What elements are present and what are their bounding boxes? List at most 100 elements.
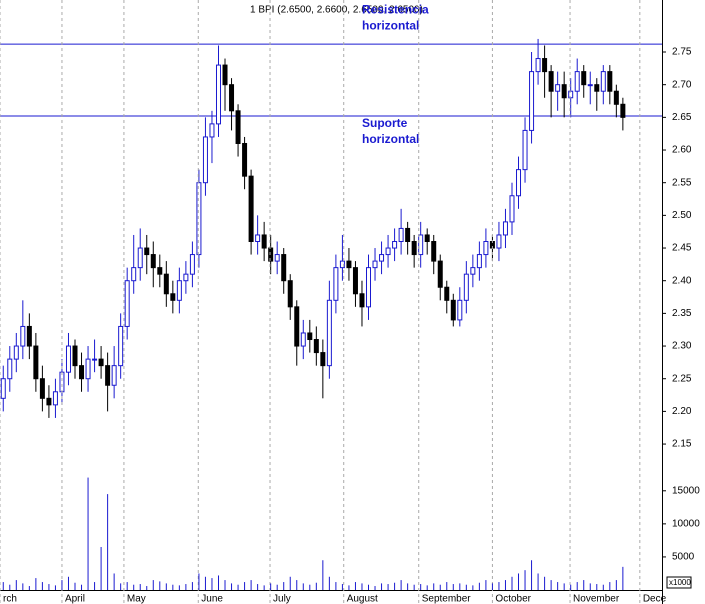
x-tick-label: August xyxy=(347,594,378,604)
x-tick-label: November xyxy=(573,594,620,604)
x-tick-label: May xyxy=(127,594,146,604)
candle-body xyxy=(20,325,26,347)
candle-body xyxy=(92,358,98,361)
candle-body xyxy=(300,332,306,347)
candle-body xyxy=(39,378,45,399)
candle-body xyxy=(170,293,176,301)
unit-box xyxy=(666,576,692,589)
candle-body xyxy=(470,267,476,275)
candle-body xyxy=(385,247,391,256)
candle-body xyxy=(463,273,469,301)
candle-body xyxy=(281,254,287,282)
candle-body xyxy=(509,195,515,223)
y-tick-label: 2.70 xyxy=(672,79,692,90)
candle-body xyxy=(176,280,182,301)
candle-body xyxy=(561,84,567,99)
x-tick-label: June xyxy=(201,594,223,604)
y-tick-label: 2.45 xyxy=(672,243,692,254)
candle-body xyxy=(574,71,580,92)
y-tick-label: 2.40 xyxy=(672,275,692,286)
candle-body xyxy=(555,84,561,92)
candle-body xyxy=(516,169,522,197)
candle-body xyxy=(235,110,241,144)
candle-body xyxy=(183,273,189,282)
candle-body xyxy=(339,260,345,269)
candle-body xyxy=(418,234,424,256)
x-tick-label: Dece xyxy=(643,594,667,604)
candle-body xyxy=(98,358,104,367)
y-tick-label: 2.55 xyxy=(672,177,692,188)
candle-body xyxy=(352,267,358,295)
y-tick-label: 15000 xyxy=(672,485,700,496)
candle-body xyxy=(346,260,352,269)
y-tick-label: 2.15 xyxy=(672,439,692,450)
candle-body xyxy=(542,58,548,73)
y-tick-label: 2.50 xyxy=(672,210,692,221)
annotation: horizontal xyxy=(362,132,419,146)
candle-body xyxy=(476,254,482,269)
candle-body xyxy=(457,299,463,321)
candle-body xyxy=(268,247,274,262)
chart-title: 1 BPI (2.6500, 2.6600, 2.6500, 2.6500) xyxy=(250,5,423,16)
candle-body xyxy=(261,234,267,249)
candle-body xyxy=(483,241,489,256)
y-tick-label: 5000 xyxy=(672,552,695,563)
candle-body xyxy=(568,90,574,99)
x-tick-label: October xyxy=(495,594,531,604)
candle-body xyxy=(242,142,248,177)
x-tick-label: April xyxy=(65,594,85,604)
y-tick-label: 2.65 xyxy=(672,112,692,123)
candle-body xyxy=(535,58,541,73)
candle-body xyxy=(72,345,78,367)
candle-body xyxy=(46,397,52,406)
candle-body xyxy=(65,345,71,373)
candle-body xyxy=(411,241,417,256)
y-tick-label: 2.30 xyxy=(672,341,692,352)
candle-body xyxy=(111,365,117,386)
candle-body xyxy=(150,254,156,269)
y-tick-label: 2.75 xyxy=(672,47,692,58)
candle-body xyxy=(405,227,411,243)
candle-body xyxy=(33,345,39,380)
candle-body xyxy=(372,260,378,269)
y-tick-label: 2.60 xyxy=(672,145,692,156)
candle-body xyxy=(215,64,221,125)
candle-body xyxy=(255,234,261,243)
annotation: Suporte xyxy=(362,116,408,130)
candle-body xyxy=(450,299,456,321)
y-tick-label: 2.20 xyxy=(672,406,692,417)
candle-body xyxy=(222,64,228,86)
candle-body xyxy=(333,267,339,301)
candle-body xyxy=(287,280,293,308)
candle-body xyxy=(124,280,130,327)
candle-body xyxy=(209,123,215,138)
candle-body xyxy=(502,221,508,236)
candle-body xyxy=(379,254,385,262)
candle-body xyxy=(157,267,163,275)
candle-body xyxy=(26,325,32,347)
x-tick-label: September xyxy=(422,594,472,604)
candle-body xyxy=(144,247,150,256)
y-tick-label: 10000 xyxy=(672,519,700,530)
candle-body xyxy=(431,241,437,262)
candle-body xyxy=(600,71,606,92)
candle-body xyxy=(581,71,587,86)
candle-body xyxy=(248,175,254,242)
candle-body xyxy=(437,260,443,288)
y-tick-label: 2.35 xyxy=(672,308,692,319)
candle-body xyxy=(594,84,600,92)
candle-body xyxy=(359,293,365,308)
candle-body xyxy=(131,267,137,282)
candle-body xyxy=(313,339,319,354)
candle-body xyxy=(620,103,626,118)
candle-body xyxy=(587,84,593,87)
candle-body xyxy=(307,332,313,341)
annotation: Resistencia xyxy=(362,2,429,16)
candle-body xyxy=(189,254,195,275)
candle-body xyxy=(52,391,58,406)
candle-body xyxy=(0,378,6,399)
unit-label: x1000 xyxy=(669,578,691,587)
candle-body xyxy=(274,254,280,262)
y-tick-label: 2.25 xyxy=(672,373,692,384)
candle-body xyxy=(105,365,111,386)
